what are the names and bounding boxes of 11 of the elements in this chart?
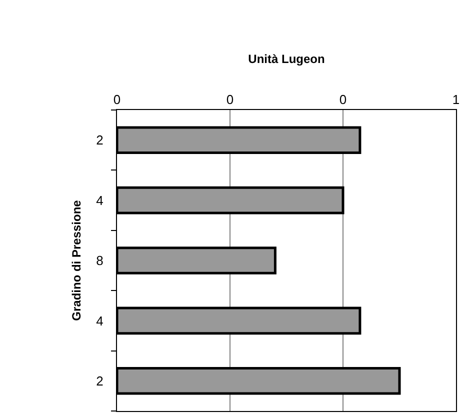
x-tick-label: 0 (113, 92, 121, 107)
x-tick-label: 0 (339, 92, 347, 107)
y-tick-label: 8 (96, 253, 104, 268)
y-tick-label: 4 (96, 313, 104, 328)
x-tick-label: 0 (226, 92, 234, 107)
x-axis-title: Unità Lugeon (248, 52, 325, 66)
x-tick-label: 1 (452, 92, 460, 107)
y-axis-title: Gradino di Pressione (69, 200, 84, 321)
y-tick-label: 2 (96, 132, 104, 148)
y-tick-label: 4 (96, 192, 104, 208)
y-tick-label: 2 (96, 373, 104, 388)
